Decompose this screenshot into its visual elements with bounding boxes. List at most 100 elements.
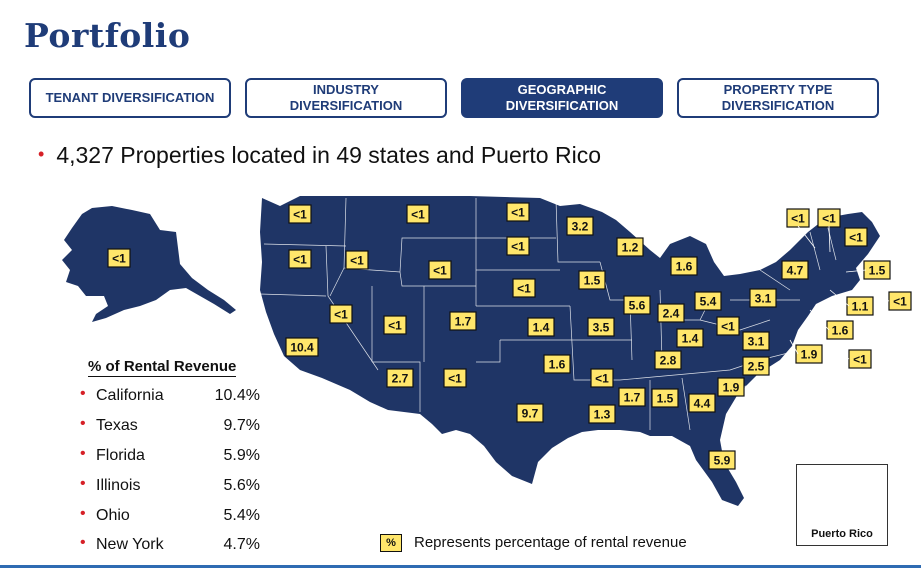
bullet-icon: • [38, 144, 45, 164]
leader-line [819, 334, 850, 360]
tab-property-type-diversification[interactable]: PROPERTY TYPE DIVERSIFICATION [677, 78, 879, 118]
state-badge-ia: 1.5 [578, 270, 606, 290]
state-badge-ri: <1 [888, 291, 912, 311]
state-badge-ca: 10.4 [285, 337, 319, 357]
state-badge-nj: 1.6 [826, 320, 854, 340]
state-badge-de: <1 [848, 349, 872, 369]
badge-box [566, 216, 594, 236]
state-badge-la: 1.3 [588, 404, 616, 424]
badge-value: <1 [350, 254, 364, 268]
badge-value: 3.1 [755, 292, 772, 306]
state-badge-pa: 3.1 [749, 288, 777, 308]
state-badge-nv: <1 [329, 304, 353, 324]
state-badge-wi: 1.2 [616, 237, 644, 257]
badge-value: 1.4 [682, 332, 699, 346]
badge-value: 1.7 [624, 391, 641, 405]
badge-box [716, 316, 740, 336]
badge-box [578, 270, 606, 290]
badge-value: <1 [334, 308, 348, 322]
state-badge-fl: 5.9 [708, 450, 736, 470]
badge-box [285, 337, 319, 357]
state-badge-ma: 1.5 [863, 260, 891, 280]
badge-value: 1.7 [455, 315, 472, 329]
badge-box [506, 236, 530, 256]
state-badge-md: 1.9 [795, 344, 823, 364]
state-badge-wy: <1 [428, 260, 452, 280]
badge-box [623, 295, 651, 315]
revenue-value: 5.9% [223, 447, 260, 464]
badge-value: 2.7 [392, 372, 409, 386]
badge-box [670, 256, 698, 276]
tab-tenant-diversification[interactable]: TENANT DIVERSIFICATION [29, 78, 231, 118]
puerto-rico-label: Puerto Rico [811, 528, 873, 540]
badge-value: 9.7 [522, 407, 539, 421]
tab-industry-diversification[interactable]: INDUSTRY DIVERSIFICATION [245, 78, 447, 118]
badge-value: <1 [388, 319, 402, 333]
badge-box [618, 387, 646, 407]
state-badge-id: <1 [345, 250, 369, 270]
badge-value: 4.7 [787, 264, 804, 278]
tab-geographic-diversification[interactable]: GEOGRAPHIC DIVERSIFICATION [461, 78, 663, 118]
revenue-value: 5.6% [223, 477, 260, 494]
badge-box [795, 344, 823, 364]
badge-value: 2.8 [660, 354, 677, 368]
badge-box [329, 304, 353, 324]
state-badge-tn: 2.8 [654, 350, 682, 370]
state-badge-mo: 3.5 [587, 317, 615, 337]
badge-value: 1.5 [869, 264, 886, 278]
leader-line [829, 289, 850, 307]
badge-box [406, 204, 430, 224]
badge-value: <1 [791, 212, 805, 226]
badge-box [616, 237, 644, 257]
badge-value: 3.5 [593, 321, 610, 335]
state-badge-ar: <1 [590, 368, 614, 388]
state-badge-ms: 1.7 [618, 387, 646, 407]
leader-line [859, 289, 890, 302]
state-badge-ut: <1 [383, 315, 407, 335]
badge-box [107, 248, 131, 268]
contiguous-us-shape [260, 196, 880, 506]
state-badge-ny: 4.7 [781, 260, 809, 280]
state-badge-vt: <1 [786, 208, 810, 228]
badge-value: 1.3 [594, 408, 611, 422]
revenue-row-florida: • Florida 5.9% [80, 445, 260, 467]
bullet-icon: • [80, 445, 86, 462]
state-badge-ok: 1.6 [543, 354, 571, 374]
bullet-icon: • [80, 534, 86, 551]
badge-value: 1.6 [676, 260, 693, 274]
state-badge-mn: 3.2 [566, 216, 594, 236]
badge-box [588, 404, 616, 424]
revenue-state: Texas [96, 417, 138, 434]
badge-value: 1.6 [549, 358, 566, 372]
state-badge-sc: 1.9 [717, 377, 745, 397]
revenue-table-title: % of Rental Revenue [88, 358, 237, 377]
state-badge-ne: <1 [512, 278, 536, 298]
bullet-icon: • [80, 415, 86, 432]
revenue-value: 5.4% [223, 507, 260, 524]
badge-value: 1.5 [657, 392, 674, 406]
revenue-state: New York [96, 536, 164, 553]
badge-box [781, 260, 809, 280]
badge-box [654, 350, 682, 370]
leader-line [828, 225, 831, 253]
state-badge-ks: 1.4 [527, 317, 555, 337]
leader-line [845, 269, 867, 273]
state-badge-az: 2.7 [386, 368, 414, 388]
state-badge-tx: 9.7 [516, 403, 544, 423]
revenue-value: 4.7% [223, 536, 260, 553]
footer-divider [0, 565, 921, 568]
badge-value: 1.4 [533, 321, 550, 335]
revenue-value: 10.4% [214, 387, 260, 404]
alaska-shape [62, 206, 236, 322]
badge-value: <1 [595, 372, 609, 386]
bullet-icon: • [80, 475, 86, 492]
badge-value: <1 [822, 212, 836, 226]
state-badge-nd: <1 [506, 202, 530, 222]
revenue-state: Illinois [96, 477, 141, 494]
badge-value: <1 [517, 282, 531, 296]
state-badge-il: 5.6 [623, 295, 651, 315]
badge-box [749, 288, 777, 308]
badge-value: 2.5 [748, 360, 765, 374]
badge-value: <1 [411, 208, 425, 222]
